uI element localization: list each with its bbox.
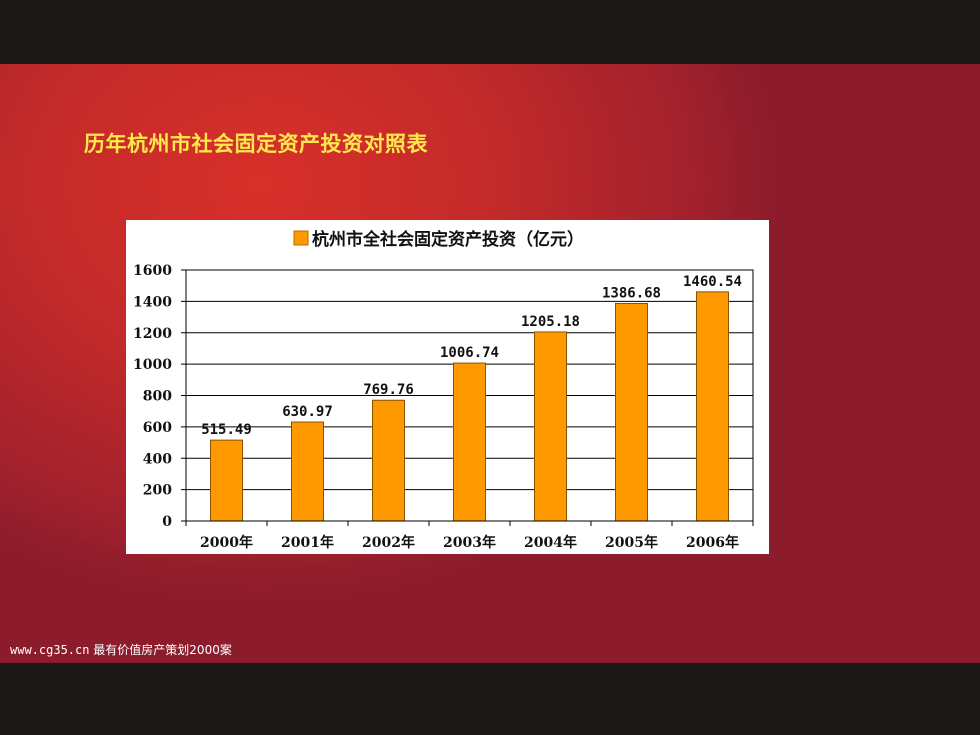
slide-title: 历年杭州市社会固定资产投资对照表: [84, 131, 428, 156]
y-tick-label: 0: [162, 514, 172, 530]
y-tick-label: 1400: [133, 294, 172, 310]
plot-frame: [185, 269, 754, 522]
footer-url: www.cg35.cn: [10, 643, 90, 657]
data-label: 630.97: [282, 404, 333, 420]
y-tick-label: 1600: [133, 263, 172, 279]
data-labels: 515.49 630.97 769.76 1006.74 1205.18 1386.68 1…: [201, 274, 742, 438]
y-axis-ticks: 0 200 400 600 800 1000 1200 1400 1600: [133, 263, 186, 530]
x-tick-label: 2006年: [686, 534, 739, 551]
y-tick-label: 800: [143, 389, 172, 405]
chart-panel: 杭州市全社会固定资产投资（亿元） 0 200 400 600 800 1000 1200 14…: [126, 220, 769, 554]
data-label: 1205.18: [521, 314, 580, 330]
bar: [453, 362, 486, 522]
data-label: 769.76: [363, 382, 414, 398]
footer-slogan: 最有价值房产策划2000案: [89, 643, 232, 657]
bar: [615, 302, 648, 522]
bar: [291, 421, 324, 522]
y-tick-label: 600: [143, 420, 172, 436]
x-tick-label: 2000年: [200, 534, 253, 551]
top-letterbox-bar: [0, 0, 980, 64]
x-tick-label: 2005年: [605, 534, 658, 551]
x-axis-ticks: 2000年 2001年 2002年 2003年 2004年 2005年 2006年: [185, 521, 754, 551]
legend-swatch: [293, 230, 309, 246]
bar-chart: 杭州市全社会固定资产投资（亿元） 0 200 400 600 800 1000 1200 14…: [133, 229, 754, 551]
data-label: 1386.68: [602, 285, 661, 301]
x-tick-label: 2002年: [362, 534, 415, 551]
bar: [696, 291, 729, 522]
bar: [210, 439, 243, 522]
x-tick-label: 2003年: [443, 534, 496, 551]
chart-legend: 杭州市全社会固定资产投资（亿元）: [293, 229, 584, 250]
legend-label: 杭州市全社会固定资产投资（亿元）: [312, 229, 584, 250]
y-tick-label: 200: [143, 483, 172, 499]
bars: [210, 291, 729, 522]
footer-caption: www.cg35.cn 最有价值房产策划2000案: [10, 641, 232, 658]
y-tick-label: 1000: [133, 357, 172, 373]
bottom-letterbox-bar: [0, 663, 980, 735]
data-label: 515.49: [201, 422, 252, 438]
y-tick-label: 1200: [133, 326, 172, 342]
y-tick-label: 400: [143, 451, 172, 467]
data-label: 1006.74: [440, 345, 499, 361]
x-tick-label: 2001年: [281, 534, 334, 551]
bar: [534, 331, 567, 522]
x-tick-label: 2004年: [524, 534, 577, 551]
data-label: 1460.54: [683, 274, 742, 290]
bar: [372, 399, 405, 522]
